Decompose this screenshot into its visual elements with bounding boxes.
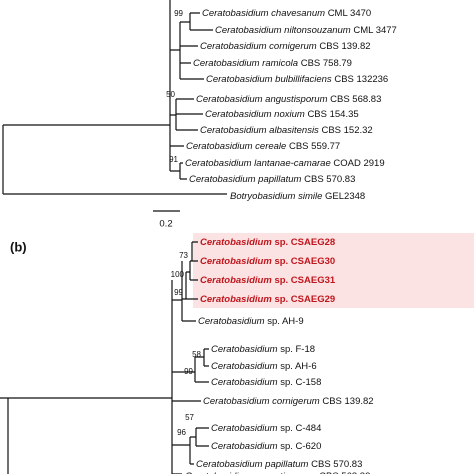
support-value: 99 — [174, 9, 183, 18]
taxon: Ceratobasidium noxium — [205, 109, 305, 120]
taxon: Ceratobasidium angustisporum — [196, 94, 328, 105]
support-value: 57 — [185, 413, 194, 422]
highlight-box — [193, 233, 474, 308]
taxon: Ceratobasidium albasitensis — [200, 125, 319, 136]
leaf-label: Ceratobasidium sp. C-484 — [211, 423, 321, 434]
taxon: Ceratobasidium cereale — [186, 141, 286, 152]
strain: CBS 568.83 — [330, 94, 381, 105]
strain: sp. CSAEG30 — [274, 256, 335, 267]
taxon: Ceratobasidium angustisporum — [185, 471, 317, 474]
strain: CBS 139.82 — [322, 396, 373, 407]
support-value: 100 — [171, 270, 185, 279]
taxon: Ceratobasidium — [200, 275, 272, 286]
leaf-label: Ceratobasidium angustisporum CBS 568.83 — [196, 94, 381, 105]
strain: CML 3477 — [353, 25, 396, 36]
leaf-label: Ceratobasidium noxium CBS 154.35 — [205, 109, 359, 120]
support-value: 73 — [179, 251, 188, 260]
strain: sp. CSAEG28 — [274, 237, 335, 248]
tree-b — [0, 241, 209, 474]
support-value: 99 — [174, 288, 183, 297]
leaf-label: Ceratobasidium angustisporum CBS 568.83 — [185, 471, 370, 474]
strain: GEL2348 — [325, 191, 365, 202]
leaf-label: Ceratobasidium cornigerum CBS 139.82 — [200, 41, 371, 52]
leaf-label: Ceratobasidium sp. C-620 — [211, 441, 321, 452]
strain: CBS 154.35 — [307, 109, 358, 120]
taxon: Ceratobasidium — [200, 237, 272, 248]
taxon: Ceratobasidium — [211, 344, 278, 355]
strain: COAD 2919 — [333, 158, 384, 169]
strain: CBS 152.32 — [321, 125, 372, 136]
taxon: Ceratobasidium cornigerum — [200, 41, 317, 52]
strain: sp. C-484 — [280, 423, 321, 434]
taxon: Ceratobasidium ramicola — [193, 58, 298, 69]
panel-label: (b) — [10, 239, 27, 254]
leaf-label: Ceratobasidium sp. CSAEG28 — [200, 237, 335, 248]
support-value: 96 — [177, 428, 186, 437]
taxon: Ceratobasidium — [200, 256, 272, 267]
taxon: Ceratobasidium papillatum — [189, 174, 302, 185]
leaf-label: Ceratobasidium sp. AH-6 — [211, 361, 317, 372]
strain: CBS 758.79 — [301, 58, 352, 69]
leaf-label: Ceratobasidium lantanae-camarae COAD 291… — [185, 158, 385, 169]
strain: sp. CSAEG31 — [274, 275, 335, 286]
strain: sp. CSAEG29 — [274, 294, 335, 305]
strain: CML 3470 — [328, 8, 371, 19]
scale-label: 0.2 — [159, 219, 172, 230]
taxon: Ceratobasidium — [198, 316, 265, 327]
strain: sp. F-18 — [280, 344, 315, 355]
taxon: Ceratobasidium — [211, 377, 278, 388]
leaf-label: Ceratobasidium cereale CBS 559.77 — [186, 141, 340, 152]
support-value: 91 — [169, 155, 178, 164]
taxon: Botryobasidium simile — [230, 191, 322, 202]
leaf-label: Ceratobasidium chavesanum CML 3470 — [202, 8, 371, 19]
leaf-label: Ceratobasidium sp. F-18 — [211, 344, 315, 355]
leaf-label: Ceratobasidium sp. AH-9 — [198, 316, 304, 327]
taxon: Ceratobasidium niltonsouzanum — [215, 25, 351, 36]
leaf-label: Ceratobasidium sp. CSAEG29 — [200, 294, 335, 305]
taxon: Ceratobasidium lantanae-camarae — [185, 158, 331, 169]
strain: CBS 570.83 — [304, 174, 355, 185]
leaf-label: Ceratobasidium sp. CSAEG31 — [200, 275, 336, 286]
leaf-label: Ceratobasidium papillatum CBS 570.83 — [189, 174, 355, 185]
taxon: Ceratobasidium bulbillifaciens — [206, 74, 332, 85]
strain: CBS 570.83 — [311, 459, 362, 470]
strain: CBS 139.82 — [319, 41, 370, 52]
leaf-label: Ceratobasidium niltonsouzanum CML 3477 — [215, 25, 397, 36]
leaf-label: Ceratobasidium albasitensis CBS 152.32 — [200, 125, 373, 136]
leaf-label: Ceratobasidium sp. C-158 — [211, 377, 321, 388]
leaf-label: Ceratobasidium sp. CSAEG30 — [200, 256, 335, 267]
support-value: 58 — [192, 350, 201, 359]
taxon: Ceratobasidium papillatum — [196, 459, 309, 470]
strain: sp. C-620 — [280, 441, 321, 452]
strain: CBS 568.83 — [319, 471, 370, 474]
leaf-label: Botryobasidium simile GEL2348 — [230, 191, 365, 202]
leaf-label: Ceratobasidium ramicola CBS 758.79 — [193, 58, 352, 69]
taxon: Ceratobasidium — [200, 294, 272, 305]
leaf-label: Ceratobasidium cornigerum CBS 139.82 — [203, 396, 374, 407]
strain: CBS 132236 — [334, 74, 388, 85]
taxon: Ceratobasidium chavesanum — [202, 8, 325, 19]
strain: CBS 559.77 — [289, 141, 340, 152]
taxon: Ceratobasidium — [211, 441, 278, 452]
leaf-label: Ceratobasidium papillatum CBS 570.83 — [196, 459, 362, 470]
taxon: Ceratobasidium — [211, 361, 278, 372]
strain: sp. AH-6 — [280, 361, 316, 372]
tree-a — [2, 0, 227, 212]
taxon: Ceratobasidium cornigerum — [203, 396, 320, 407]
support-value: 99 — [184, 367, 193, 376]
taxon: Ceratobasidium — [211, 423, 278, 434]
strain: sp. C-158 — [280, 377, 321, 388]
leaf-label: Ceratobasidium bulbillifaciens CBS 13223… — [206, 74, 388, 85]
strain: sp. AH-9 — [267, 316, 303, 327]
support-value: 50 — [166, 90, 175, 99]
